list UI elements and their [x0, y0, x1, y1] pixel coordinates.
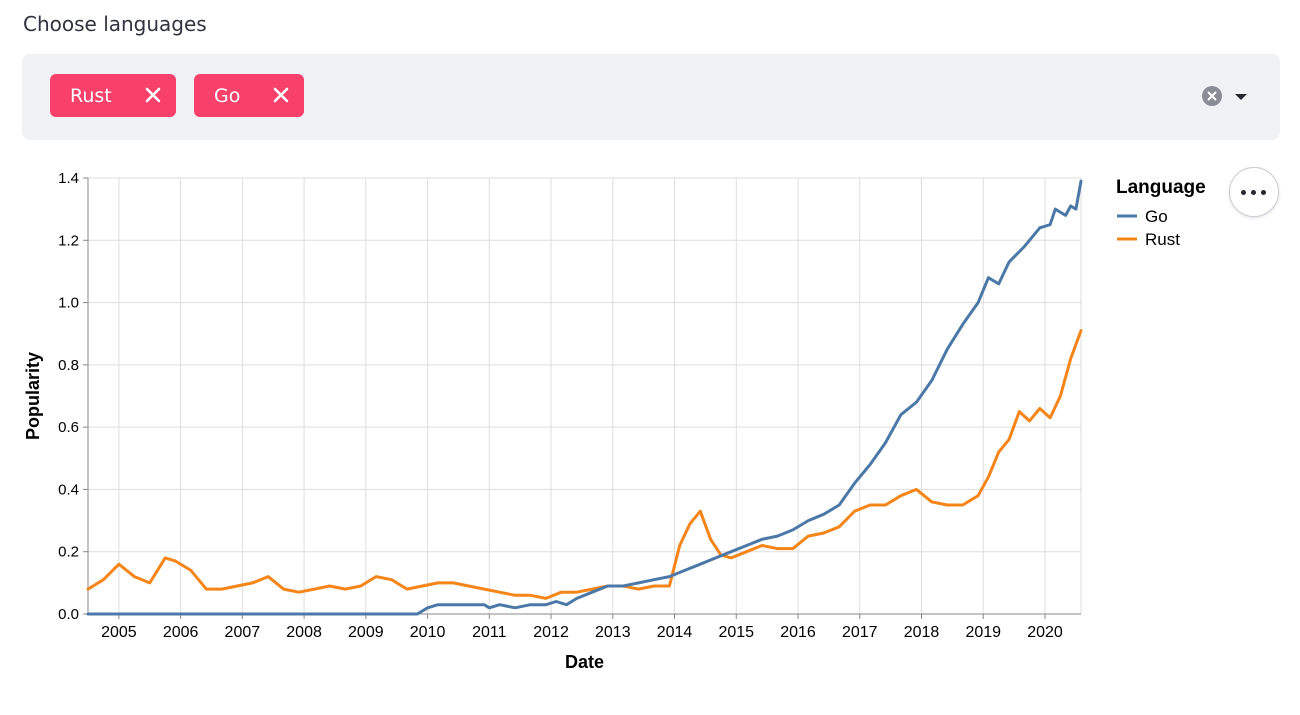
dot-icon — [1261, 190, 1266, 195]
legend-label-rust: Rust — [1145, 230, 1180, 249]
remove-rust-icon[interactable] — [142, 84, 164, 106]
x-tick-label: 2007 — [225, 624, 261, 641]
y-tick-label: 1.0 — [58, 295, 79, 312]
line-chart: 2005 2006 2007 2008 2009 2010 2011 2012 2013 2014… — [23, 170, 1206, 672]
x-tick-label: 2020 — [1027, 624, 1063, 641]
y-tick-label: 0.6 — [58, 419, 79, 436]
x-tick-label: 2011 — [472, 624, 507, 641]
chevron-down-icon[interactable] — [1232, 88, 1250, 106]
tag-rust[interactable]: Rust — [50, 74, 176, 117]
x-tick-label: 2005 — [101, 624, 137, 641]
x-tick-label: 2006 — [163, 624, 199, 641]
chart-container: 2005 2006 2007 2008 2009 2010 2011 2012 2013 2014… — [0, 150, 1300, 710]
tag-go[interactable]: Go — [194, 74, 304, 117]
x-tick-label: 2012 — [533, 624, 569, 641]
x-axis-title: Date — [565, 652, 604, 672]
y-tick-label: 0.8 — [58, 357, 79, 374]
y-tick-label: 0.4 — [58, 481, 79, 498]
tag-go-label: Go — [214, 84, 241, 107]
remove-go-icon[interactable] — [270, 84, 292, 106]
x-tick-label: 2009 — [348, 624, 384, 641]
field-label: Choose languages — [23, 12, 207, 36]
clear-circle-icon[interactable] — [1201, 85, 1223, 107]
dot-icon — [1251, 190, 1256, 195]
x-tick-label: 2014 — [657, 624, 693, 641]
legend-title: Language — [1116, 177, 1206, 198]
language-multiselect[interactable]: Rust Go — [22, 54, 1280, 140]
x-tick-label: 2019 — [965, 624, 1001, 641]
series-line-go — [86, 179, 1083, 616]
x-tick-label: 2013 — [595, 624, 631, 641]
more-options-button[interactable] — [1229, 167, 1279, 217]
x-tick-label: 2010 — [410, 624, 446, 641]
y-axis-title: Popularity — [23, 352, 43, 440]
y-tick-label: 1.4 — [58, 170, 79, 187]
x-tick-label: 2015 — [718, 624, 754, 641]
y-tick-label: 0.2 — [58, 544, 79, 561]
x-tick-label: 2018 — [904, 624, 940, 641]
x-tick-label: 2016 — [780, 624, 816, 641]
x-tick-label: 2017 — [842, 624, 878, 641]
x-tick-label: 2008 — [286, 624, 322, 641]
dot-icon — [1241, 190, 1246, 195]
y-tick-label: 1.2 — [58, 232, 79, 249]
series-line-rust — [86, 329, 1083, 600]
legend-label-go: Go — [1145, 207, 1168, 226]
y-tick-label: 0.0 — [58, 606, 79, 623]
tag-rust-label: Rust — [70, 84, 112, 107]
